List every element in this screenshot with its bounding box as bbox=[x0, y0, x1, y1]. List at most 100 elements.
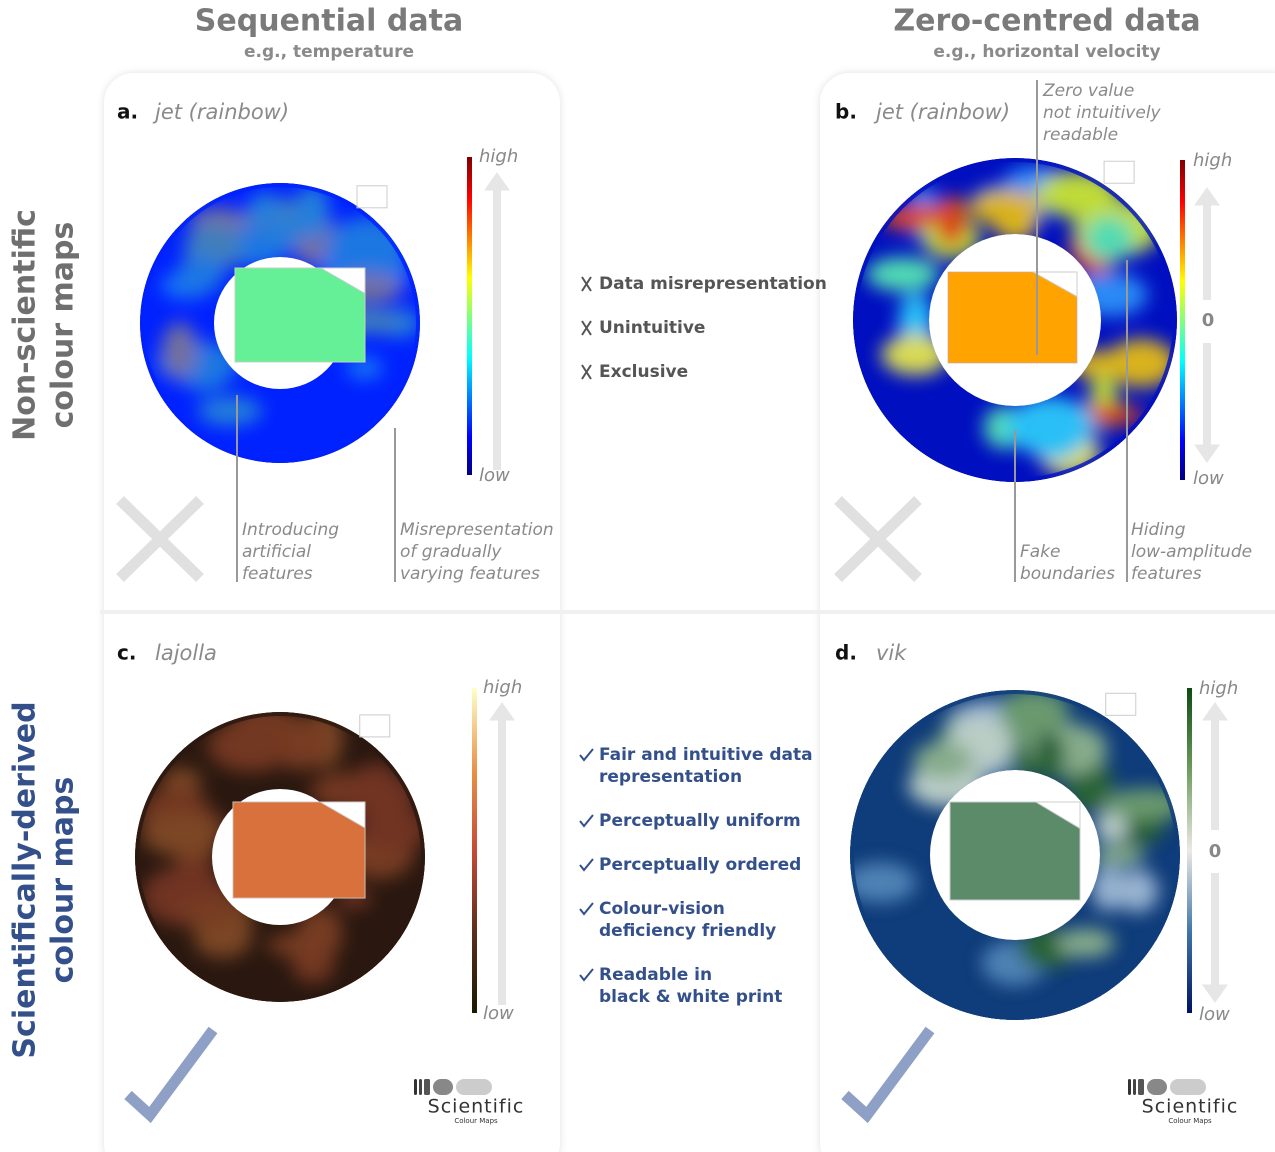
check-mark bbox=[579, 858, 594, 872]
inset-zoom bbox=[947, 271, 1078, 364]
ring-blob bbox=[295, 184, 330, 238]
ring-edge bbox=[850, 690, 1180, 1020]
annotation-line: not intuitively bbox=[1043, 103, 1162, 123]
annotation-line: Hiding bbox=[1131, 520, 1186, 540]
annotation-line: features bbox=[1131, 564, 1202, 584]
column-title: Sequential data bbox=[195, 4, 463, 39]
colorbar bbox=[467, 157, 472, 475]
colorbar-mid: 0 bbox=[1202, 310, 1215, 331]
ring-texture bbox=[850, 690, 1180, 986]
logo-subtitle: Colour Maps bbox=[454, 1117, 498, 1125]
inset-zoom bbox=[232, 801, 366, 899]
colorbar-high: high bbox=[1193, 150, 1232, 171]
ring-blob bbox=[141, 813, 222, 856]
inset-shade bbox=[233, 802, 365, 898]
annotation-line: of gradually bbox=[400, 542, 502, 562]
check-mark bbox=[579, 748, 594, 762]
ring-blob bbox=[1106, 338, 1177, 388]
colorbar-low: low bbox=[483, 1003, 514, 1024]
inset-shade bbox=[950, 802, 1080, 900]
ring-blob bbox=[351, 762, 400, 811]
arrow-head bbox=[1194, 444, 1220, 463]
ring-blob bbox=[1092, 845, 1145, 867]
ring-blob bbox=[1057, 928, 1115, 958]
arrow-head bbox=[484, 172, 510, 191]
annotation-line: varying features bbox=[400, 564, 540, 584]
colorbar-low: low bbox=[1199, 1004, 1230, 1025]
zoom-box bbox=[1103, 160, 1135, 184]
annotation-line: Misrepresentation bbox=[400, 520, 554, 540]
annotation-line: boundaries bbox=[1020, 564, 1115, 584]
inset-cut bbox=[318, 801, 366, 829]
ring-blob bbox=[197, 396, 263, 426]
logo-name: Scientific bbox=[1142, 1096, 1239, 1118]
ring-edge bbox=[140, 183, 420, 463]
benefit: deficiency friendly bbox=[599, 921, 776, 941]
ring-blob bbox=[271, 218, 301, 249]
benefit: black & white print bbox=[599, 987, 782, 1007]
ring-blob bbox=[1084, 216, 1134, 262]
zoom-box bbox=[356, 185, 388, 209]
logo-name: Scientific bbox=[428, 1096, 525, 1118]
inset-shade bbox=[235, 268, 365, 362]
arrow-head bbox=[1194, 187, 1220, 206]
inset-cut bbox=[318, 267, 366, 295]
benefit: Fair and intuitive data bbox=[599, 745, 813, 765]
row-label-line: Scientifically-derived bbox=[8, 701, 43, 1058]
logo-pill bbox=[1170, 1079, 1206, 1095]
panel-letter: c. bbox=[117, 641, 136, 665]
arrow-head bbox=[1202, 702, 1228, 721]
annotations: IntroducingartificialfeaturesMisrepresen… bbox=[242, 81, 1252, 584]
ring-blob bbox=[1091, 866, 1126, 912]
row-divider bbox=[100, 610, 1275, 614]
colorbar bbox=[472, 688, 477, 1013]
logo-pill bbox=[456, 1079, 492, 1095]
benefit: Colour-vision bbox=[599, 899, 725, 919]
ring-blob bbox=[176, 256, 225, 293]
inset-cut bbox=[1031, 271, 1078, 298]
cross-mark bbox=[581, 276, 592, 292]
benefit: Readable in bbox=[599, 965, 712, 985]
benefit: representation bbox=[599, 767, 742, 787]
ring-blob bbox=[998, 690, 1070, 734]
annotation-line: Fake bbox=[1020, 542, 1061, 562]
cross-mark bbox=[581, 320, 592, 336]
drawback: Exclusive bbox=[599, 362, 688, 382]
ring-blob bbox=[266, 932, 343, 957]
inset-zoom bbox=[234, 267, 366, 363]
cross-mark bbox=[581, 364, 592, 380]
ring-blob bbox=[161, 322, 198, 380]
colorbar-high: high bbox=[479, 146, 518, 167]
row-label: Non-scientific colour maps bbox=[8, 209, 81, 441]
colorbar-mid: 0 bbox=[1209, 841, 1222, 862]
ring-images bbox=[135, 158, 1180, 1020]
colorbar bbox=[1187, 688, 1192, 1013]
ring-blob bbox=[1033, 730, 1066, 780]
colormap-name: jet (rainbow) bbox=[873, 100, 1010, 124]
logo-bar bbox=[419, 1079, 422, 1095]
ring-blob bbox=[881, 334, 950, 376]
row-label-line: Non-scientific bbox=[8, 209, 43, 441]
logo-bar bbox=[1128, 1079, 1131, 1095]
logo-bar bbox=[414, 1079, 417, 1095]
zoom-box bbox=[359, 714, 391, 738]
logo-pill bbox=[433, 1079, 453, 1095]
colorbar-high: high bbox=[1199, 678, 1238, 699]
inset-shade bbox=[948, 272, 1077, 363]
colorbar-low: low bbox=[479, 465, 510, 486]
column-subtitle: e.g., temperature bbox=[244, 42, 414, 62]
colormap-name: lajolla bbox=[155, 641, 217, 665]
colorbar-high: high bbox=[483, 677, 522, 698]
colorbar-arrows bbox=[484, 172, 1228, 1005]
property-lists: Data misrepresentation Unintuitive Exclusi… bbox=[579, 274, 827, 1007]
ring-edge bbox=[135, 712, 425, 1002]
row-label-line: colour maps bbox=[46, 777, 81, 984]
check-mark bbox=[579, 902, 594, 916]
ring-blob bbox=[1116, 869, 1159, 913]
inset-cut bbox=[1033, 801, 1081, 830]
logo-bar bbox=[424, 1079, 430, 1095]
colorbar-low: low bbox=[1193, 468, 1224, 489]
panel-letter: b. bbox=[835, 100, 857, 124]
logo-bar bbox=[1133, 1079, 1136, 1095]
